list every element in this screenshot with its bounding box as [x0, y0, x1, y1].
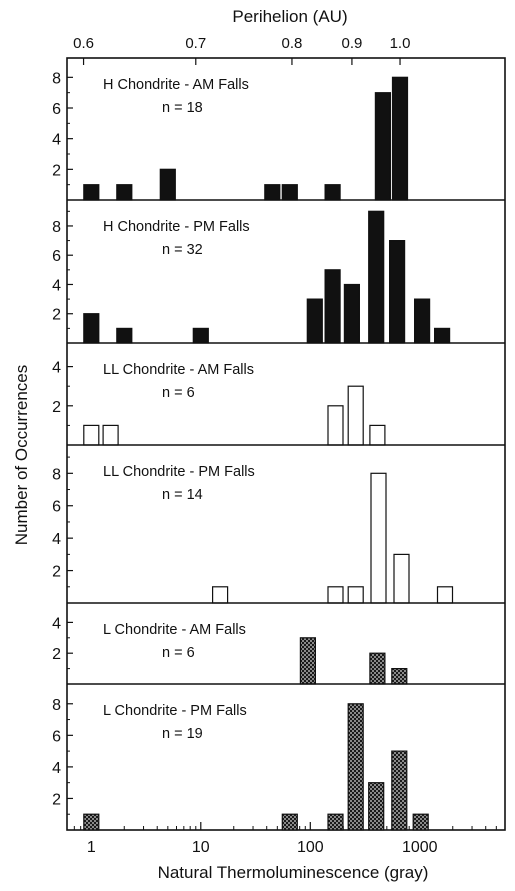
histogram-bar — [116, 184, 133, 201]
y-axis-tick-label: 6 — [52, 248, 61, 265]
histogram-bar — [324, 184, 341, 201]
y-axis-tick-label: 6 — [52, 499, 61, 516]
panel-ll-pm: 2 4 6 8 LL Chondrite - PM Falls n = 14 — [52, 444, 505, 604]
histogram-bar — [159, 168, 176, 201]
histogram-bar — [212, 586, 229, 604]
histogram-bar — [391, 667, 408, 685]
histogram-bar — [391, 76, 409, 201]
y-axis-tick-label: 4 — [52, 277, 61, 294]
panel-n-label: n = 6 — [162, 645, 195, 661]
y-axis-title: Number of Occurrences — [12, 365, 31, 545]
top-axis-tick-label: 0.6 — [73, 35, 94, 52]
y-axis-tick-label: 8 — [52, 466, 61, 483]
y-axis-tick-label: 4 — [52, 360, 61, 377]
histogram-bar — [391, 750, 408, 831]
y-axis-tick-label: 8 — [52, 219, 61, 236]
panel-l-pm: 2 4 6 8 L Chondrite - PM Falls n = 19 — [52, 683, 505, 831]
y-axis-tick-label: 4 — [52, 531, 61, 548]
histogram-bar — [368, 210, 385, 344]
histogram-bar — [327, 405, 344, 446]
top-axis-tick-label: 0.7 — [185, 35, 206, 52]
histogram-bar — [116, 327, 133, 344]
top-axis-tick-label: 0.9 — [341, 35, 362, 52]
panel-n-label: n = 32 — [162, 242, 203, 258]
histogram-bar — [327, 813, 344, 831]
x-axis-title: Natural Thermoluminescence (gray) — [158, 863, 429, 882]
histogram-bar — [369, 424, 386, 446]
x-axis-tick-label: 1000 — [402, 839, 438, 856]
y-axis-tick-label: 6 — [52, 101, 61, 118]
panel-title: L Chondrite - PM Falls — [103, 703, 247, 719]
histogram-bar — [264, 184, 281, 201]
panel-n-label: n = 18 — [162, 100, 203, 116]
histogram-bar — [389, 240, 406, 344]
y-axis-tick-label: 8 — [52, 697, 61, 714]
histogram-bar — [281, 184, 298, 201]
x-axis-tick-label: 10 — [192, 839, 210, 856]
y-axis-tick-label: 2 — [52, 307, 61, 324]
top-axis-tick-label: 0.8 — [282, 35, 303, 52]
histogram-bar — [374, 92, 391, 201]
histogram-bar — [83, 424, 100, 446]
panel-title: L Chondrite - AM Falls — [103, 622, 246, 638]
y-axis-tick-label: 6 — [52, 728, 61, 745]
panels-layer: 2 4 6 8 H Chondrite - AM Falls n = 18 2 4 6 8 H Ch… — [52, 70, 505, 831]
histogram-bar — [436, 586, 454, 604]
y-axis-tick-label: 4 — [52, 615, 61, 632]
histogram-bar — [324, 269, 341, 344]
y-axis-tick-label: 4 — [52, 132, 61, 149]
y-axis-tick-label: 2 — [52, 399, 61, 416]
histogram-bar — [343, 283, 360, 344]
histogram-bar — [414, 298, 431, 344]
y-axis-tick-label: 2 — [52, 162, 61, 179]
histogram-bar — [369, 652, 386, 685]
y-axis-tick-label: 2 — [52, 564, 61, 581]
panel-title: H Chondrite - AM Falls — [103, 77, 249, 93]
panel-title: LL Chondrite - PM Falls — [103, 464, 255, 480]
panel-l-am: 2 4 L Chondrite - AM Falls n = 6 — [52, 602, 505, 685]
histogram-bar — [347, 385, 364, 446]
panel-title: H Chondrite - PM Falls — [103, 219, 250, 235]
y-axis-tick-label: 8 — [52, 70, 61, 87]
top-axis-tick-label: 1.0 — [390, 35, 411, 52]
panel-title: LL Chondrite - AM Falls — [103, 362, 254, 378]
panel-h-am: 2 4 6 8 H Chondrite - AM Falls n = 18 — [52, 70, 409, 201]
y-axis-tick-label: 2 — [52, 646, 61, 663]
histogram-bar — [83, 184, 100, 201]
histogram-bar — [192, 327, 209, 344]
histogram-bar — [299, 637, 316, 685]
panel-n-label: n = 6 — [162, 385, 195, 401]
histogram-bar — [102, 424, 119, 446]
x-axis-tick-label: 1 — [87, 839, 96, 856]
histogram-bar — [306, 298, 323, 344]
histogram-bar — [393, 553, 410, 604]
histogram-bar — [347, 586, 364, 604]
histogram-bar — [83, 813, 100, 831]
y-axis-tick-label: 4 — [52, 760, 61, 777]
histogram-bar — [370, 472, 387, 604]
panel-n-label: n = 14 — [162, 487, 203, 503]
y-axis-tick-label: 2 — [52, 791, 61, 808]
panel-n-label: n = 19 — [162, 726, 203, 742]
top-axis-title: Perihelion (AU) — [232, 7, 347, 26]
histogram-bar — [83, 313, 100, 344]
histogram-bar — [347, 703, 364, 831]
histogram-bar — [281, 813, 298, 831]
histogram-bar — [368, 782, 385, 831]
x-axis-tick-label: 100 — [297, 839, 324, 856]
histogram-bar — [412, 813, 429, 831]
panel-ll-am: 2 4 LL Chondrite - AM Falls n = 6 — [52, 342, 505, 446]
panel-h-pm: 2 4 6 8 H Chondrite - PM Falls n = 32 — [52, 199, 505, 344]
histogram-bar — [327, 586, 344, 604]
histogram-bar — [434, 327, 451, 344]
